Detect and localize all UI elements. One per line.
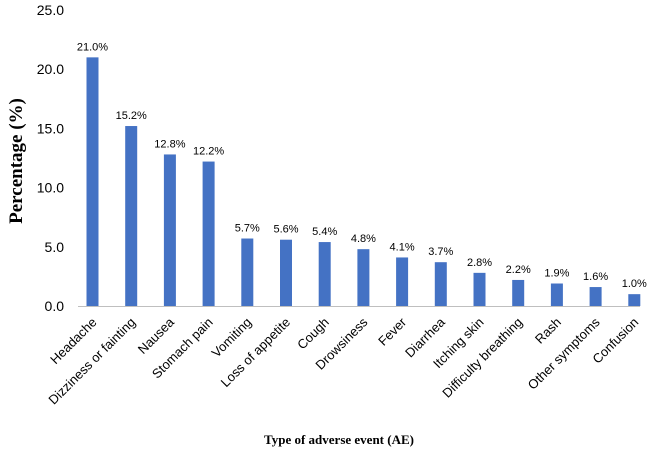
bar (589, 287, 602, 306)
y-axis: 0.0 5.0 10.0 15.0 20.0 25.0 (37, 2, 640, 314)
bar (512, 279, 525, 306)
category-label: Loss of appetite (218, 315, 294, 391)
bar (125, 126, 138, 306)
y-tick-label: 15.0 (37, 120, 64, 136)
x-axis-title: Type of adverse event (AE) (264, 432, 414, 447)
bar (318, 242, 331, 306)
data-label: 1.0% (622, 278, 647, 290)
data-label: 4.8% (351, 233, 376, 245)
category-label: Cough (294, 315, 332, 353)
y-tick-label: 10.0 (37, 180, 64, 196)
data-labels: 21.0% 15.2% 12.8% 12.2% 5.7% 5.6% 5.4% 4.8% 4.1%… (77, 41, 647, 290)
bar (280, 239, 292, 306)
data-label: 12.2% (193, 146, 224, 158)
data-label: 4.1% (390, 241, 415, 253)
data-label: 5.7% (235, 223, 260, 235)
data-label: 15.2% (116, 110, 147, 122)
data-label: 5.4% (312, 226, 337, 238)
data-label: 21.0% (77, 41, 108, 53)
bar (396, 257, 409, 306)
bar (202, 161, 215, 306)
data-label: 1.9% (544, 268, 569, 280)
data-label: 5.6% (273, 224, 298, 236)
data-label: 2.8% (467, 257, 492, 269)
data-label: 2.2% (506, 264, 531, 276)
bar (434, 262, 447, 306)
y-tick-label: 20.0 (37, 61, 64, 77)
data-label: 1.6% (583, 271, 608, 283)
bar (357, 249, 370, 306)
bar (241, 238, 254, 306)
bar (628, 294, 641, 306)
bar (163, 154, 176, 306)
category-label: Rash (532, 315, 564, 347)
y-axis-title: Percentage (%) (6, 98, 27, 224)
bars (86, 57, 641, 306)
bar (473, 272, 486, 306)
y-tick-label: 5.0 (45, 239, 65, 255)
y-tick-label: 25.0 (37, 2, 64, 18)
category-label: Fever (375, 314, 410, 349)
y-tick-label: 0.0 (45, 298, 65, 314)
bar (550, 283, 563, 306)
bar (86, 57, 99, 306)
data-label: 3.7% (428, 246, 453, 258)
data-label: 12.8% (154, 138, 185, 150)
